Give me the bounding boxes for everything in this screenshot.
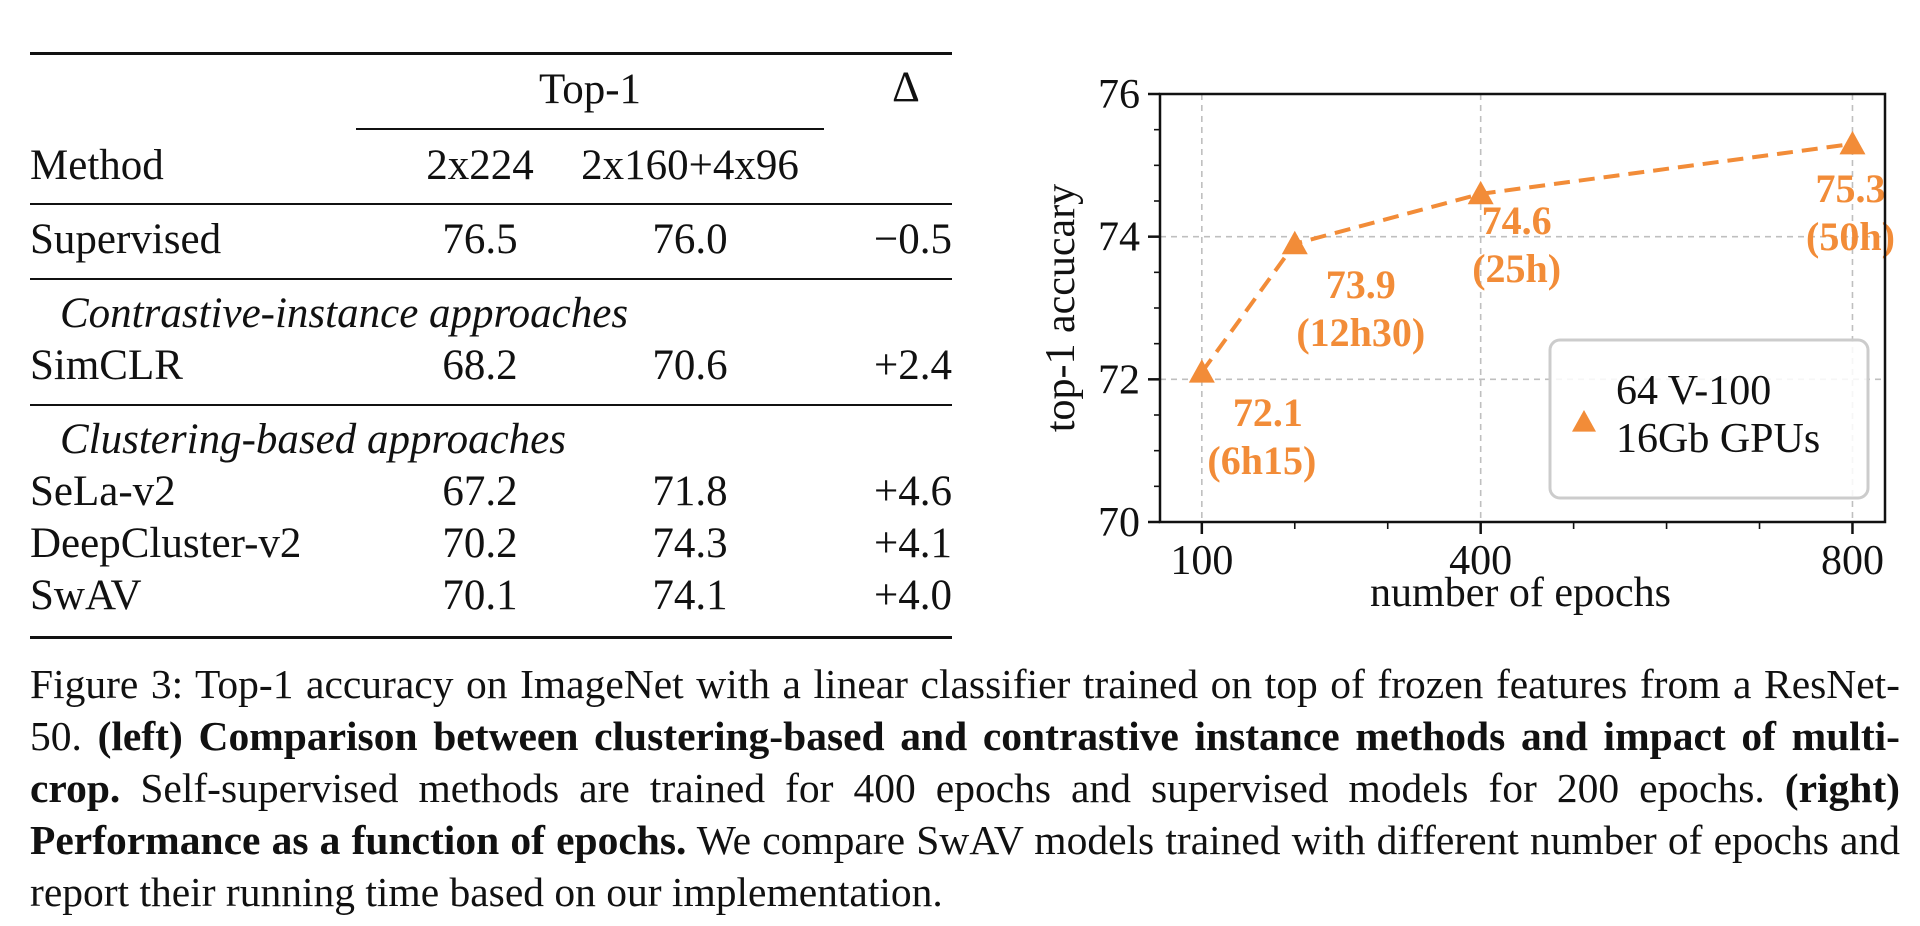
series-line xyxy=(1200,141,1853,374)
data-label-100: 72.1 xyxy=(1233,390,1303,435)
caption-bold-left: (left) Comparison between clustering-bas… xyxy=(30,713,1900,811)
y-tick-label-76: 76 xyxy=(1098,72,1140,118)
series-layer xyxy=(1188,130,1866,383)
x-axis-label: number of epochs xyxy=(1370,570,1671,616)
top-rule xyxy=(30,52,952,55)
row-deepcluster-method: DeepCluster-v2 xyxy=(30,520,302,567)
x-tick-label-800: 800 xyxy=(1821,538,1884,584)
annotation-layer: 72.1(6h15) 73.9(12h30) 74.6(25h) 75.3(50h) xyxy=(1207,166,1895,483)
marker-400 xyxy=(1467,180,1494,205)
row-deepcluster-multicrop: 74.3 xyxy=(652,520,728,567)
section-clustering: Clustering-based approaches xyxy=(60,416,567,463)
data-label-800: 75.3 xyxy=(1815,166,1885,211)
x-tick-label-100: 100 xyxy=(1170,538,1233,584)
row-sela-2x224: 67.2 xyxy=(442,468,518,515)
marker-800 xyxy=(1839,130,1866,155)
row-supervised-2x224: 76.5 xyxy=(442,216,518,263)
legend-label-line1: 64 V-100 xyxy=(1616,368,1771,414)
time-label-200: (12h30) xyxy=(1296,310,1425,355)
caption-part-3: We compare SwAV models trained with diff… xyxy=(30,817,1900,915)
row-sela-delta: +4.6 xyxy=(873,468,952,515)
row-deepcluster-delta: +4.1 xyxy=(873,520,952,567)
row-swav-multicrop: 74.1 xyxy=(652,572,728,619)
top1-cmidrule xyxy=(356,128,824,130)
method-header: Method xyxy=(30,142,164,189)
y-tick-label-70: 70 xyxy=(1098,500,1140,546)
row-simclr-method: SimCLR xyxy=(30,342,183,389)
ticks-layer: 70 72 74 76 100 400 800 xyxy=(1098,72,1884,584)
time-label-100: (6h15) xyxy=(1207,438,1316,483)
figure-caption: Figure 3: Top-1 accuracy on ImageNet wit… xyxy=(30,658,1900,918)
row-supervised-delta: −0.5 xyxy=(873,216,952,263)
row-sela-multicrop: 71.8 xyxy=(652,468,728,515)
caption-part-1: Figure 3: Top-1 accuracy on ImageNet wit… xyxy=(30,661,1900,759)
marker-200 xyxy=(1281,230,1308,255)
caption-part-2: Self-supervised methods are trained for … xyxy=(140,765,1765,811)
contrastive-rule xyxy=(30,404,952,406)
delta-header: Δ xyxy=(892,64,920,111)
row-swav-2x224: 70.1 xyxy=(442,572,518,619)
results-table: Top-1 Δ Method 2x224 2x160+4x96 Supervis… xyxy=(30,52,952,642)
time-label-800: (50h) xyxy=(1806,214,1895,259)
bottom-rule xyxy=(30,636,952,639)
row-simclr-2x224: 68.2 xyxy=(442,342,518,389)
row-swav-method: SwAV xyxy=(30,572,142,619)
legend-label-line2: 16Gb GPUs xyxy=(1616,416,1820,462)
plot-frame xyxy=(1158,92,1887,524)
x-tick-label-400: 400 xyxy=(1449,538,1512,584)
section-contrastive: Contrastive-instance approaches xyxy=(60,290,629,337)
row-deepcluster-2x224: 70.2 xyxy=(442,520,518,567)
row-swav-delta: +4.0 xyxy=(873,572,952,619)
time-label-400: (25h) xyxy=(1472,246,1561,291)
row-sela-method: SeLa-v2 xyxy=(30,468,176,515)
row-supervised-method: Supervised xyxy=(30,216,222,263)
row-simclr-delta: +2.4 xyxy=(873,342,952,389)
data-label-400: 74.6 xyxy=(1482,198,1552,243)
marker-100 xyxy=(1188,359,1215,383)
supervised-rule xyxy=(30,278,952,280)
header-rule xyxy=(30,203,952,205)
col1-header: 2x224 xyxy=(426,142,534,189)
epochs-chart: 70 72 74 76 100 400 800 72.1 (6h15) 73.9 (12h30) 7… xyxy=(1040,50,1900,630)
legend-marker xyxy=(1572,410,1596,432)
caption-bold-right: (right) Performance as a function of epo… xyxy=(30,765,1901,863)
col2-header: 2x160+4x96 xyxy=(581,142,799,189)
row-simclr-multicrop: 70.6 xyxy=(652,342,728,389)
legend-box xyxy=(1548,338,1870,500)
row-supervised-multicrop: 76.0 xyxy=(652,216,728,263)
y-tick-label-72: 72 xyxy=(1098,357,1140,403)
data-label-200: 73.9 xyxy=(1326,262,1396,307)
y-tick-label-74: 74 xyxy=(1098,215,1140,261)
y-axis-label: top-1 accucary xyxy=(1040,184,1084,432)
top1-header: Top-1 xyxy=(538,66,642,113)
